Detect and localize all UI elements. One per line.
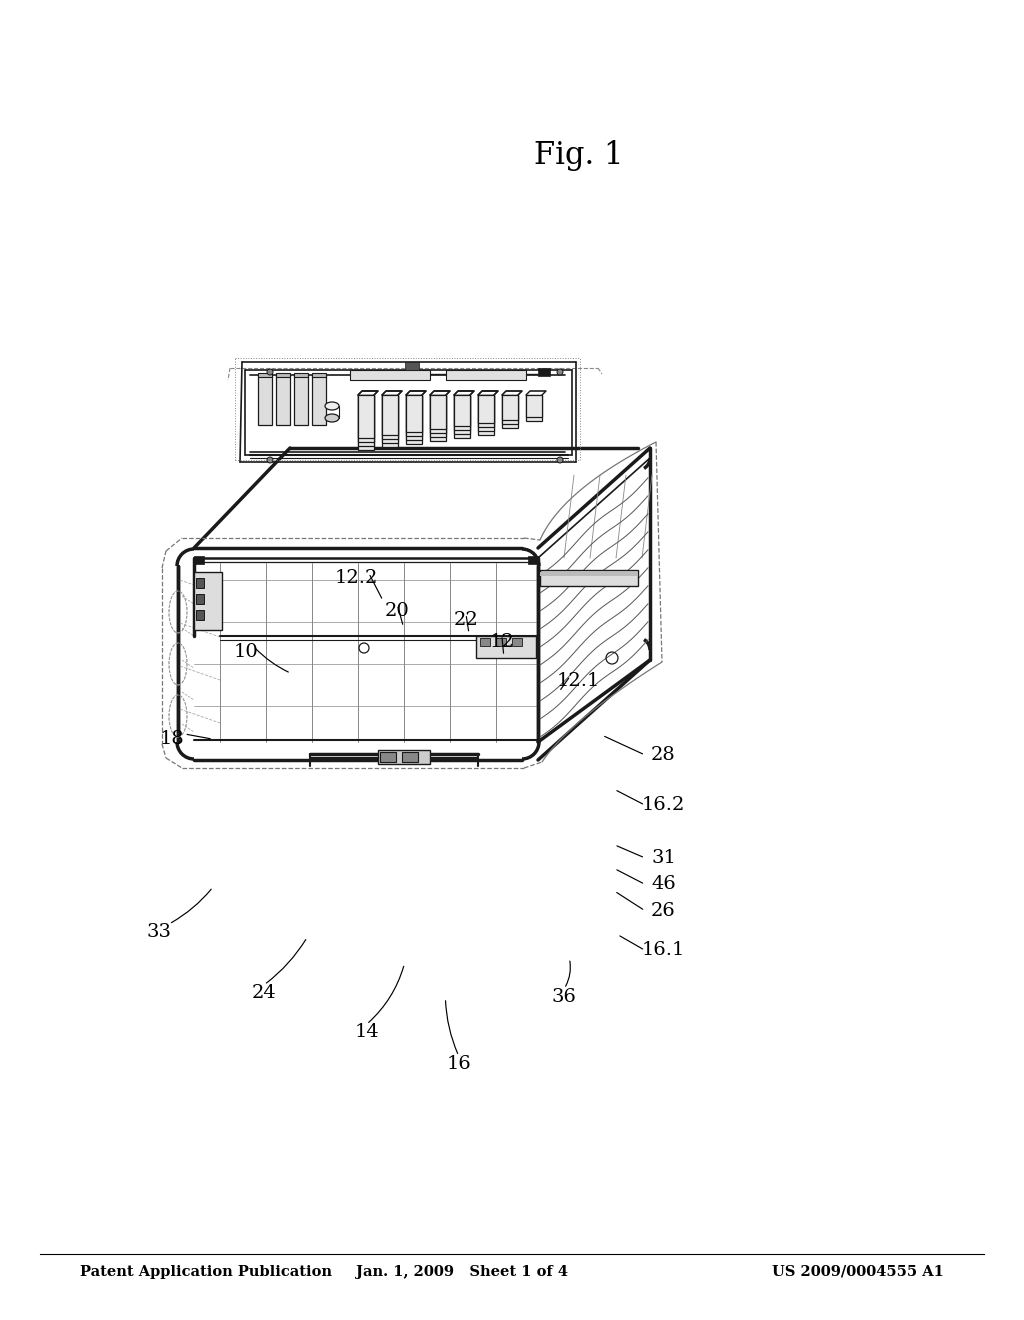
Bar: [496, 638, 506, 645]
Bar: [538, 368, 550, 376]
Circle shape: [557, 457, 563, 463]
Text: 28: 28: [651, 746, 676, 764]
Bar: [406, 395, 422, 440]
Bar: [540, 570, 638, 586]
Bar: [430, 395, 446, 429]
Bar: [196, 578, 204, 587]
Bar: [502, 395, 518, 428]
Bar: [478, 395, 494, 436]
Bar: [478, 395, 494, 422]
Bar: [476, 636, 536, 657]
Bar: [430, 395, 446, 437]
Circle shape: [267, 370, 273, 375]
Bar: [430, 395, 446, 441]
Bar: [502, 395, 518, 420]
Bar: [294, 375, 308, 425]
Bar: [446, 370, 526, 380]
Bar: [454, 395, 470, 426]
Text: 18: 18: [160, 730, 184, 748]
Text: 24: 24: [252, 983, 276, 1002]
Text: 12.2: 12.2: [335, 569, 378, 587]
Text: 33: 33: [146, 923, 171, 941]
Bar: [294, 374, 308, 378]
Bar: [478, 395, 494, 432]
Text: 12: 12: [489, 632, 514, 651]
Bar: [480, 638, 490, 645]
Text: 20: 20: [385, 602, 410, 620]
Text: 14: 14: [354, 1023, 379, 1041]
Bar: [512, 638, 522, 645]
Bar: [380, 752, 396, 762]
Bar: [382, 395, 398, 447]
Circle shape: [557, 370, 563, 375]
Text: US 2009/0004555 A1: US 2009/0004555 A1: [772, 1265, 944, 1279]
Bar: [358, 395, 374, 450]
Text: Fig. 1: Fig. 1: [534, 140, 624, 172]
Bar: [258, 375, 272, 425]
Bar: [454, 395, 470, 434]
Bar: [406, 395, 422, 432]
Bar: [312, 374, 326, 378]
Ellipse shape: [325, 414, 339, 422]
Bar: [406, 395, 422, 444]
Text: 10: 10: [233, 643, 258, 661]
Bar: [540, 572, 638, 576]
Text: 36: 36: [552, 987, 577, 1006]
Bar: [402, 752, 418, 762]
Bar: [312, 375, 326, 425]
Bar: [194, 572, 222, 630]
Text: 16.2: 16.2: [642, 796, 685, 814]
Text: Jan. 1, 2009   Sheet 1 of 4: Jan. 1, 2009 Sheet 1 of 4: [356, 1265, 568, 1279]
Bar: [406, 362, 419, 370]
Bar: [358, 395, 374, 438]
Text: 16.1: 16.1: [642, 941, 685, 960]
Bar: [350, 370, 430, 380]
Bar: [276, 375, 290, 425]
Bar: [358, 395, 374, 442]
Text: 22: 22: [454, 611, 478, 630]
Text: 16: 16: [446, 1055, 471, 1073]
Text: 31: 31: [651, 849, 676, 867]
Bar: [382, 395, 398, 444]
Bar: [478, 395, 494, 426]
Bar: [196, 610, 204, 620]
Bar: [358, 395, 374, 446]
Bar: [258, 374, 272, 378]
Text: 26: 26: [651, 902, 676, 920]
Bar: [382, 395, 398, 436]
Bar: [276, 374, 290, 378]
Bar: [430, 395, 446, 433]
Bar: [502, 395, 518, 424]
Bar: [378, 750, 430, 764]
Bar: [528, 556, 538, 564]
Bar: [406, 395, 422, 436]
Bar: [454, 395, 470, 430]
Ellipse shape: [325, 403, 339, 411]
Bar: [526, 395, 542, 421]
Bar: [526, 395, 542, 417]
Bar: [454, 395, 470, 438]
Bar: [196, 594, 204, 605]
Text: 12.1: 12.1: [557, 672, 600, 690]
Text: Patent Application Publication: Patent Application Publication: [80, 1265, 332, 1279]
Bar: [382, 395, 398, 440]
Text: 46: 46: [651, 875, 676, 894]
Circle shape: [267, 457, 273, 463]
Bar: [194, 556, 204, 564]
